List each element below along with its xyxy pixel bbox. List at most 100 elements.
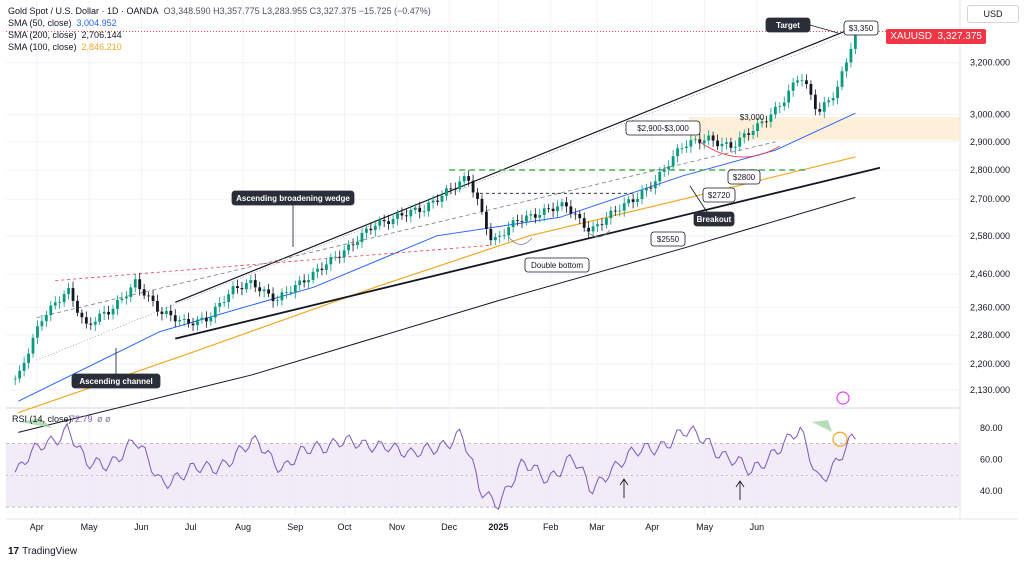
candle-body [538,214,542,218]
candle-body [689,140,693,147]
level-2800-label-box [727,169,761,185]
alert-icon [836,391,850,405]
price-tick-label: 2,130.000 [970,385,1010,395]
rsi-highlight-circle [832,431,848,447]
rsi-legend-extra: ø ø [97,414,111,424]
sma200-line [18,196,856,433]
price-chip: XAUUSD 3,327.375 [886,29,986,44]
level-2550-label-box [650,231,686,247]
candle-body [725,142,728,144]
candle-body [489,229,493,241]
rsi-tick-label: 80.00 [980,423,1003,433]
double-bottom-label: Double bottom [531,261,583,270]
candle-body [324,264,328,271]
candle-body [142,289,146,296]
candle-body [160,311,164,315]
breakout-label-box [693,211,735,227]
candle-body [258,287,262,292]
candle-body [116,299,119,309]
candle-body [382,220,386,222]
candle-body [698,139,702,144]
candles [13,23,857,385]
rsi-tick-label: 40.00 [980,486,1003,496]
candle-body [58,302,62,303]
candle-body [236,286,239,289]
candle-body [769,114,773,122]
candle-body [676,148,679,157]
candle-body [307,280,311,283]
candle-body [671,156,675,167]
x-tick-label: Aug [235,522,251,532]
candle-body [240,288,244,290]
candle-body [213,306,217,318]
candle-body [640,190,644,200]
price-tick-label: 2,460.000 [970,269,1010,279]
candle-body [80,312,84,318]
candle-body [267,289,271,294]
candle-body [40,321,44,327]
candle-body [218,302,222,307]
candle-body [738,137,742,147]
candle-body [49,305,53,316]
candle-body [520,220,524,222]
candle-body [471,180,475,193]
candle-body [729,142,733,148]
level-2720-label: $2720 [708,191,731,200]
candle-body [813,94,817,110]
candle-body [298,280,302,286]
price-tick-label: 2,800.000 [970,165,1010,175]
candle-body [840,71,844,87]
x-tick-label: May [81,522,99,532]
currency-button[interactable]: USD [967,5,1019,23]
candle-body [284,292,288,293]
candle-body [271,293,275,302]
tradingview-logo[interactable]: 17 TradingView [8,546,77,557]
candle-body [631,199,635,203]
legend-sma50-label: SMA (50, close) [8,18,72,28]
candle-body [480,198,484,212]
x-tick-label: Oct [338,522,353,532]
lower-wedge-line [175,166,881,340]
candle-body [507,227,511,236]
candle-body [178,319,182,322]
candle-body [187,319,190,324]
candle-body [756,123,759,132]
candle-body [653,181,657,189]
price-tick-label: 2,360.000 [970,302,1010,312]
legend-sma100-value: 2,846.210 [81,42,122,52]
candle-body [467,176,471,181]
candle-body [560,202,564,207]
candle-body [827,100,831,103]
candle-body [765,121,768,123]
target-price-label: $3,350 [849,24,874,33]
candle-body [133,279,137,288]
candle-body [27,353,30,363]
candle-body [818,109,822,112]
candle-body [476,192,479,199]
candle-body [787,90,791,103]
price-chip-value: 3,327.375 [937,31,983,42]
channel-mid-line [36,141,776,319]
candle-body [196,319,199,326]
candle-body [164,310,168,315]
candle-body [413,207,417,211]
candle-body [702,140,706,144]
legend-sma50-value: 3,004.952 [76,18,117,28]
legend-ohlc: O3,348.590 H3,357.775 L3,283.955 C3,327.… [163,6,431,16]
candle-body [751,131,755,135]
candle-body [71,288,75,301]
candle-body [182,319,186,320]
tradingview-logo-name: TradingView [22,546,78,557]
candle-body [209,317,213,322]
candle-body [431,200,435,203]
candle-body [525,215,528,222]
candle-body [565,202,568,207]
rsi-tick-label: 60.00 [980,455,1003,465]
candle-body [449,188,453,190]
candle-body [493,236,497,241]
x-tick-label: Apr [30,522,44,532]
level-2800-label: $2800 [733,173,756,182]
price-tick-label: 2,280.000 [970,330,1010,340]
candle-body [329,257,333,265]
